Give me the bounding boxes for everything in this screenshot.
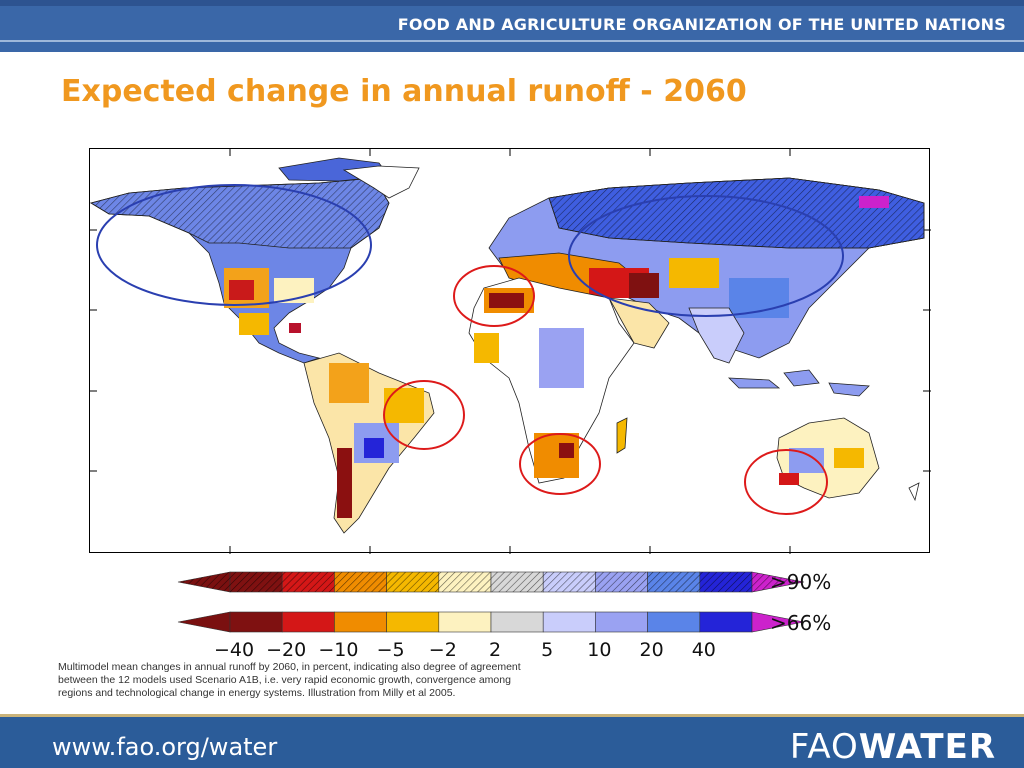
logo-fao: FAO — [789, 727, 859, 767]
madagascar — [616, 417, 628, 454]
dry-highlight-brazil — [383, 380, 465, 450]
legend-swatch-hatch — [647, 572, 700, 592]
legend-swatch — [699, 611, 753, 633]
legend-swatch-hatch — [595, 572, 648, 592]
legend-swatch — [438, 611, 492, 633]
legend-tick-label: 40 — [692, 639, 716, 661]
legend-arrow-high — [751, 611, 805, 633]
legend-swatch — [386, 611, 440, 633]
legend-swatch — [334, 611, 387, 633]
legend-swatch-hatch — [438, 572, 491, 592]
greenland — [342, 165, 420, 199]
india — [688, 307, 745, 364]
dry-highlight-australia — [744, 449, 828, 515]
figure-caption: Multimodel mean changes in annual runoff… — [58, 661, 521, 699]
legend-swatch — [229, 611, 283, 633]
legend-tick-label: 5 — [541, 639, 553, 661]
wet-highlight-north-asia — [568, 195, 844, 317]
legend-tick-label: 10 — [587, 639, 611, 661]
legend-swatch — [647, 611, 701, 633]
legend-tick-label: 20 — [640, 639, 664, 661]
map-legend: −40 −20 −10 −5 −2 2 5 10 20 40 >90% >66% — [177, 570, 831, 661]
legend-swatch-hatch — [230, 572, 283, 592]
eurasia — [488, 177, 925, 359]
legend-tick-label: −2 — [429, 639, 457, 661]
legend-swatch-hatch — [282, 572, 335, 592]
legend-row-hatched — [177, 571, 805, 593]
legend-swatch-hatch — [699, 572, 752, 592]
slide-title: Expected change in annual runoff - 2060 — [61, 74, 747, 109]
legend-swatch-hatch — [334, 572, 387, 592]
legend-swatch-hatch — [491, 572, 544, 592]
legend-tick-label: −20 — [266, 639, 306, 661]
header-bar — [0, 0, 1024, 52]
footer-accent-line — [0, 714, 1024, 717]
wet-highlight-north-america — [96, 184, 372, 306]
footer-bar — [0, 714, 1024, 768]
dry-highlight-mediterranean — [453, 265, 535, 327]
footer-url[interactable]: www.fao.org/water — [52, 733, 278, 761]
header-stripe — [0, 0, 1024, 6]
legend-swatch — [542, 611, 596, 633]
legend-tick-label: 2 — [489, 639, 501, 661]
south-america — [303, 352, 435, 534]
legend-arrow-hatch — [752, 572, 804, 592]
map-ticks — [89, 148, 931, 554]
legend-swatch-hatch — [543, 572, 596, 592]
new-zealand — [908, 482, 920, 502]
dry-highlight-southern-africa — [519, 433, 601, 495]
legend-arrow-low — [177, 611, 231, 633]
header-divider — [0, 40, 1024, 42]
legend-tick-label: −5 — [377, 639, 405, 661]
legend-row-solid — [177, 611, 805, 633]
runoff-map — [89, 148, 931, 554]
arabia — [608, 297, 670, 349]
legend-swatch — [595, 611, 648, 633]
australia — [776, 417, 880, 499]
legend-tick-labels: −40 −20 −10 −5 −2 2 5 10 20 40 — [214, 639, 716, 661]
legend-swatch — [490, 611, 544, 633]
agreement-label-90: >90% — [770, 570, 831, 594]
legend-swatch — [281, 611, 335, 633]
legend-tick-label: −10 — [318, 639, 358, 661]
organization-name: FOOD AND AGRICULTURE ORGANIZATION OF THE… — [397, 15, 1006, 34]
logo-water: WATER — [858, 727, 996, 767]
legend-arrow-hatch — [178, 572, 230, 592]
africa — [468, 277, 635, 484]
fao-water-logo: FAOWATER — [790, 727, 996, 767]
legend-tick-label: −40 — [214, 639, 254, 661]
legend-swatch-hatch — [386, 572, 439, 592]
agreement-label-66: >66% — [770, 611, 831, 635]
indonesia — [727, 369, 870, 397]
